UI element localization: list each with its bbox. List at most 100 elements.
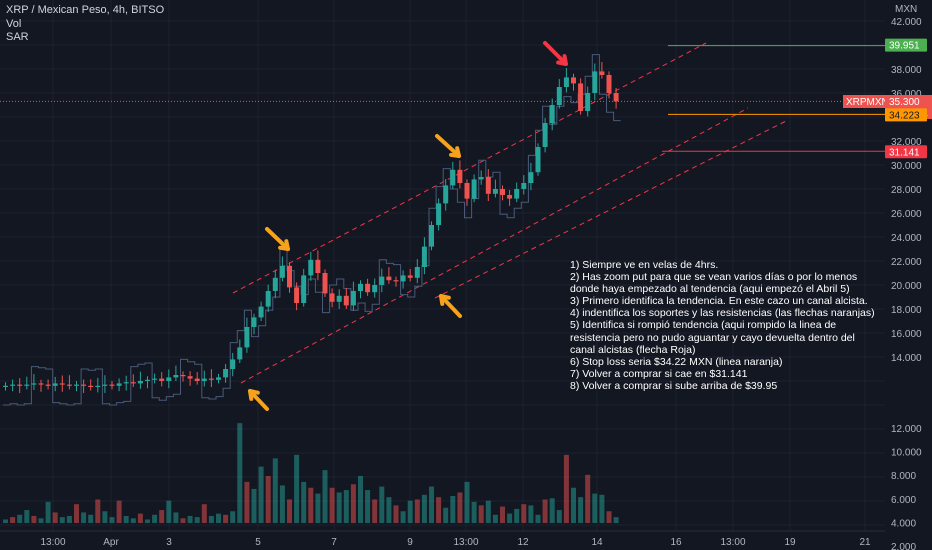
volume-bar — [45, 501, 51, 523]
volume-bar — [88, 514, 94, 523]
volume-bar — [485, 500, 491, 523]
volume-bar — [152, 514, 158, 523]
candle-body — [343, 295, 349, 306]
volume-bar — [194, 517, 200, 523]
candle-body — [109, 384, 115, 386]
candle-body — [585, 93, 591, 111]
candle-body — [578, 83, 584, 111]
candle-body — [145, 379, 150, 381]
time-tick: 21 — [859, 537, 871, 548]
volume-bar — [436, 497, 442, 523]
volume-bar — [549, 498, 555, 523]
candle-body — [372, 285, 378, 293]
volume-bar — [492, 514, 498, 523]
price-tick: 20.000 — [891, 281, 922, 292]
sar-indicator-label[interactable]: SAR — [6, 31, 29, 43]
volume-bar — [571, 487, 576, 523]
candle-body — [329, 293, 335, 302]
volume-bar — [443, 507, 449, 523]
candle-body — [279, 265, 285, 278]
price-tick: 8.000 — [891, 471, 916, 482]
volume-indicator-label[interactable]: Vol — [6, 18, 22, 30]
analysis-note[interactable]: 1) Siempre ve en velas de 4hrs. 2) Has zo… — [570, 259, 875, 392]
price-tick: 6.000 — [891, 495, 916, 506]
support-badge-bg — [885, 145, 927, 159]
volume-bar — [223, 514, 229, 523]
volume-bar — [336, 492, 342, 523]
note-line: 5) Identifica si rompió tendencia (aqui … — [570, 319, 858, 356]
candle-body — [414, 267, 420, 278]
volume-bar — [24, 510, 30, 523]
symbol-tag-bg — [843, 95, 885, 108]
price-tick: 32.000 — [891, 137, 922, 148]
price-levels — [0, 45, 885, 152]
volume-bar — [123, 515, 129, 523]
candle-body — [322, 273, 328, 294]
arrow-head — [556, 54, 568, 66]
volume-bar — [599, 494, 605, 523]
support-badge-text: 31.141 — [889, 147, 920, 158]
stop-loss-badge-text: 34.223 — [889, 110, 920, 121]
candle-body — [173, 375, 179, 378]
stop-loss-badge-bg — [885, 108, 927, 122]
volume-bar — [521, 504, 527, 523]
symbol-title[interactable]: XRP / Mexican Peso, 4h, BITSO — [6, 4, 165, 16]
symbol-tag: XRPMXN — [843, 95, 889, 108]
channel-upper-line — [232, 42, 707, 294]
volume-bar — [329, 487, 335, 523]
time-tick: 16 — [670, 537, 682, 548]
time-tick: Apr — [103, 537, 119, 548]
time-tick: 12 — [517, 537, 529, 548]
candle-body — [549, 105, 555, 123]
volume-bar — [556, 510, 562, 523]
volume-bar — [407, 500, 413, 523]
candle-body — [457, 169, 463, 183]
candle-body — [116, 383, 122, 386]
candle-body — [450, 169, 456, 186]
candle-body — [521, 183, 527, 189]
time-tick: 5 — [255, 537, 261, 548]
resistance-badge-bg — [885, 38, 927, 52]
candle-body — [208, 378, 214, 380]
price-tick: 26.000 — [891, 209, 922, 220]
volume-bar — [102, 511, 108, 523]
candle-body — [137, 381, 143, 384]
volume-bar — [145, 519, 150, 523]
candle-body — [599, 71, 605, 75]
candle-body — [535, 147, 541, 173]
time-tick: 7 — [331, 537, 337, 548]
annotation-arrows — [248, 41, 568, 411]
note-line: 3) Primero identifica la tendencia. En e… — [570, 295, 868, 308]
candle-body — [500, 189, 505, 195]
volume-bar — [528, 505, 534, 523]
arrow-icon — [543, 41, 568, 66]
candle-body — [223, 369, 229, 378]
price-tick: 12.000 — [891, 424, 922, 435]
time-tick: 19 — [784, 537, 796, 548]
time-axis[interactable]: 13:00 Apr 3 5 7 9 13:00 12 14 16 13:00 19 21 — [0, 530, 885, 548]
volume-bar — [137, 513, 143, 523]
candle-body — [265, 291, 271, 307]
support-badge: 31.141 — [885, 145, 927, 159]
volume-bar — [3, 519, 8, 523]
price-tick: 38.000 — [891, 65, 922, 76]
candle-body — [258, 306, 264, 318]
candle-body — [31, 383, 37, 385]
note-line: 1) Siempre ve en velas de 4hrs. — [570, 259, 719, 271]
candle-body — [194, 378, 200, 381]
resistance-badge-text: 39.951 — [889, 41, 920, 52]
volume-bar — [421, 494, 427, 523]
volume-bar — [244, 481, 250, 523]
price-tick: 16.000 — [891, 329, 922, 340]
candle-body — [492, 189, 498, 194]
volume-bar — [216, 513, 221, 523]
volume-bar — [578, 497, 584, 523]
volume-bar — [173, 512, 179, 523]
candles — [3, 62, 619, 393]
price-tick: 4.000 — [891, 518, 916, 529]
candle-body — [237, 347, 243, 360]
volume-bar — [159, 510, 165, 523]
price-axis[interactable]: MXN42.00040.00038.00036.00034.00032.0003… — [885, 0, 932, 550]
